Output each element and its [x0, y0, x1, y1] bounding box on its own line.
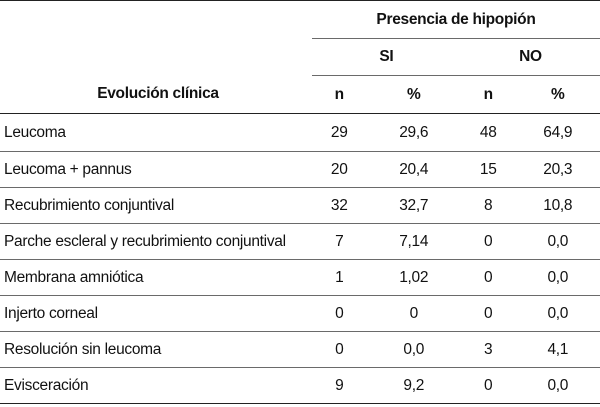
table-row: Evisceración 9 9,2 0 0,0	[0, 368, 600, 404]
cell-no-pct: 64,9	[543, 123, 573, 141]
cell-no-pct: 0,0	[547, 304, 569, 322]
cell-si-pct: 7,14	[399, 232, 429, 250]
cell-no-n: 0	[484, 376, 493, 394]
table-row: Membrana amniótica 1 1,02 0 0,0	[0, 260, 600, 296]
row-label: Injerto corneal	[4, 304, 98, 322]
table-row: Recubrimiento conjuntival 32 32,7 8 10,8	[0, 188, 600, 224]
cell-si-n: 1	[335, 268, 344, 286]
cell-no-n: 3	[484, 340, 493, 358]
table-row: Injerto corneal 0 0 0 0,0	[0, 296, 600, 332]
subgroup-header-si: SI	[311, 38, 461, 76]
column-header-si-n: n	[334, 85, 344, 103]
row-label: Recubrimiento conjuntival	[4, 196, 174, 214]
row-label: Parche escleral y recubrimiento conjunti…	[4, 232, 286, 250]
cell-no-pct: 0,0	[547, 268, 569, 286]
cell-si-n: 0	[335, 304, 344, 322]
cell-si-pct: 9,2	[403, 376, 425, 394]
cell-no-pct: 10,8	[543, 196, 573, 214]
subgroup-header-no: NO	[460, 38, 600, 76]
cell-si-pct: 0	[409, 304, 419, 322]
group-header-presencia-hipopion: Presencia de hipopión	[311, 0, 600, 39]
column-header-no-n: n	[483, 85, 493, 103]
cell-no-n: 15	[479, 160, 497, 178]
cell-no-pct: 20,3	[543, 160, 573, 178]
cell-si-n: 0	[335, 340, 344, 358]
table-group-header-row: Presencia de hipopión	[0, 0, 600, 39]
cell-si-pct: 0,0	[403, 340, 425, 358]
row-header-evolucion-clinica: Evolución clínica	[97, 85, 219, 103]
empty-header-cell	[0, 1, 312, 39]
cell-no-pct: 4,1	[547, 340, 569, 358]
cell-no-n: 0	[484, 304, 493, 322]
cell-no-n: 48	[479, 123, 497, 141]
cell-si-pct: 29,6	[399, 123, 429, 141]
table-row: Resolución sin leucoma 0 0,0 3 4,1	[0, 332, 600, 368]
table-subgroup-row: SI NO	[0, 38, 600, 76]
cell-si-n: 32	[330, 196, 348, 214]
cell-no-pct: 0,0	[547, 232, 569, 250]
column-header-si-pct: %	[406, 85, 421, 103]
row-label: Membrana amniótica	[4, 268, 144, 286]
cell-si-n: 20	[330, 160, 348, 178]
column-header-no-pct: %	[551, 85, 565, 103]
cell-no-n: 8	[484, 196, 493, 214]
cell-si-n: 7	[335, 232, 344, 250]
row-label: Leucoma + pannus	[4, 160, 132, 178]
cell-si-pct: 32,7	[399, 196, 429, 214]
cell-no-pct: 0,0	[547, 376, 569, 394]
table-row: Leucoma + pannus 20 20,4 15 20,3	[0, 152, 600, 188]
row-label: Resolución sin leucoma	[4, 340, 162, 358]
cell-si-n: 29	[330, 123, 348, 141]
row-label: Evisceración	[4, 376, 89, 394]
empty-subheader-cell	[0, 39, 312, 76]
cell-no-n: 0	[484, 268, 493, 286]
table-column-header-row: Evolución clínica n % n %	[0, 76, 600, 114]
cell-no-n: 0	[484, 232, 493, 250]
table-row: Leucoma 29 29,6 48 64,9	[0, 114, 600, 152]
cell-si-n: 9	[335, 376, 344, 394]
cell-si-pct: 1,02	[399, 268, 429, 286]
row-label: Leucoma	[4, 123, 66, 141]
table-row: Parche escleral y recubrimiento conjunti…	[0, 224, 600, 260]
cell-si-pct: 20,4	[399, 160, 429, 178]
